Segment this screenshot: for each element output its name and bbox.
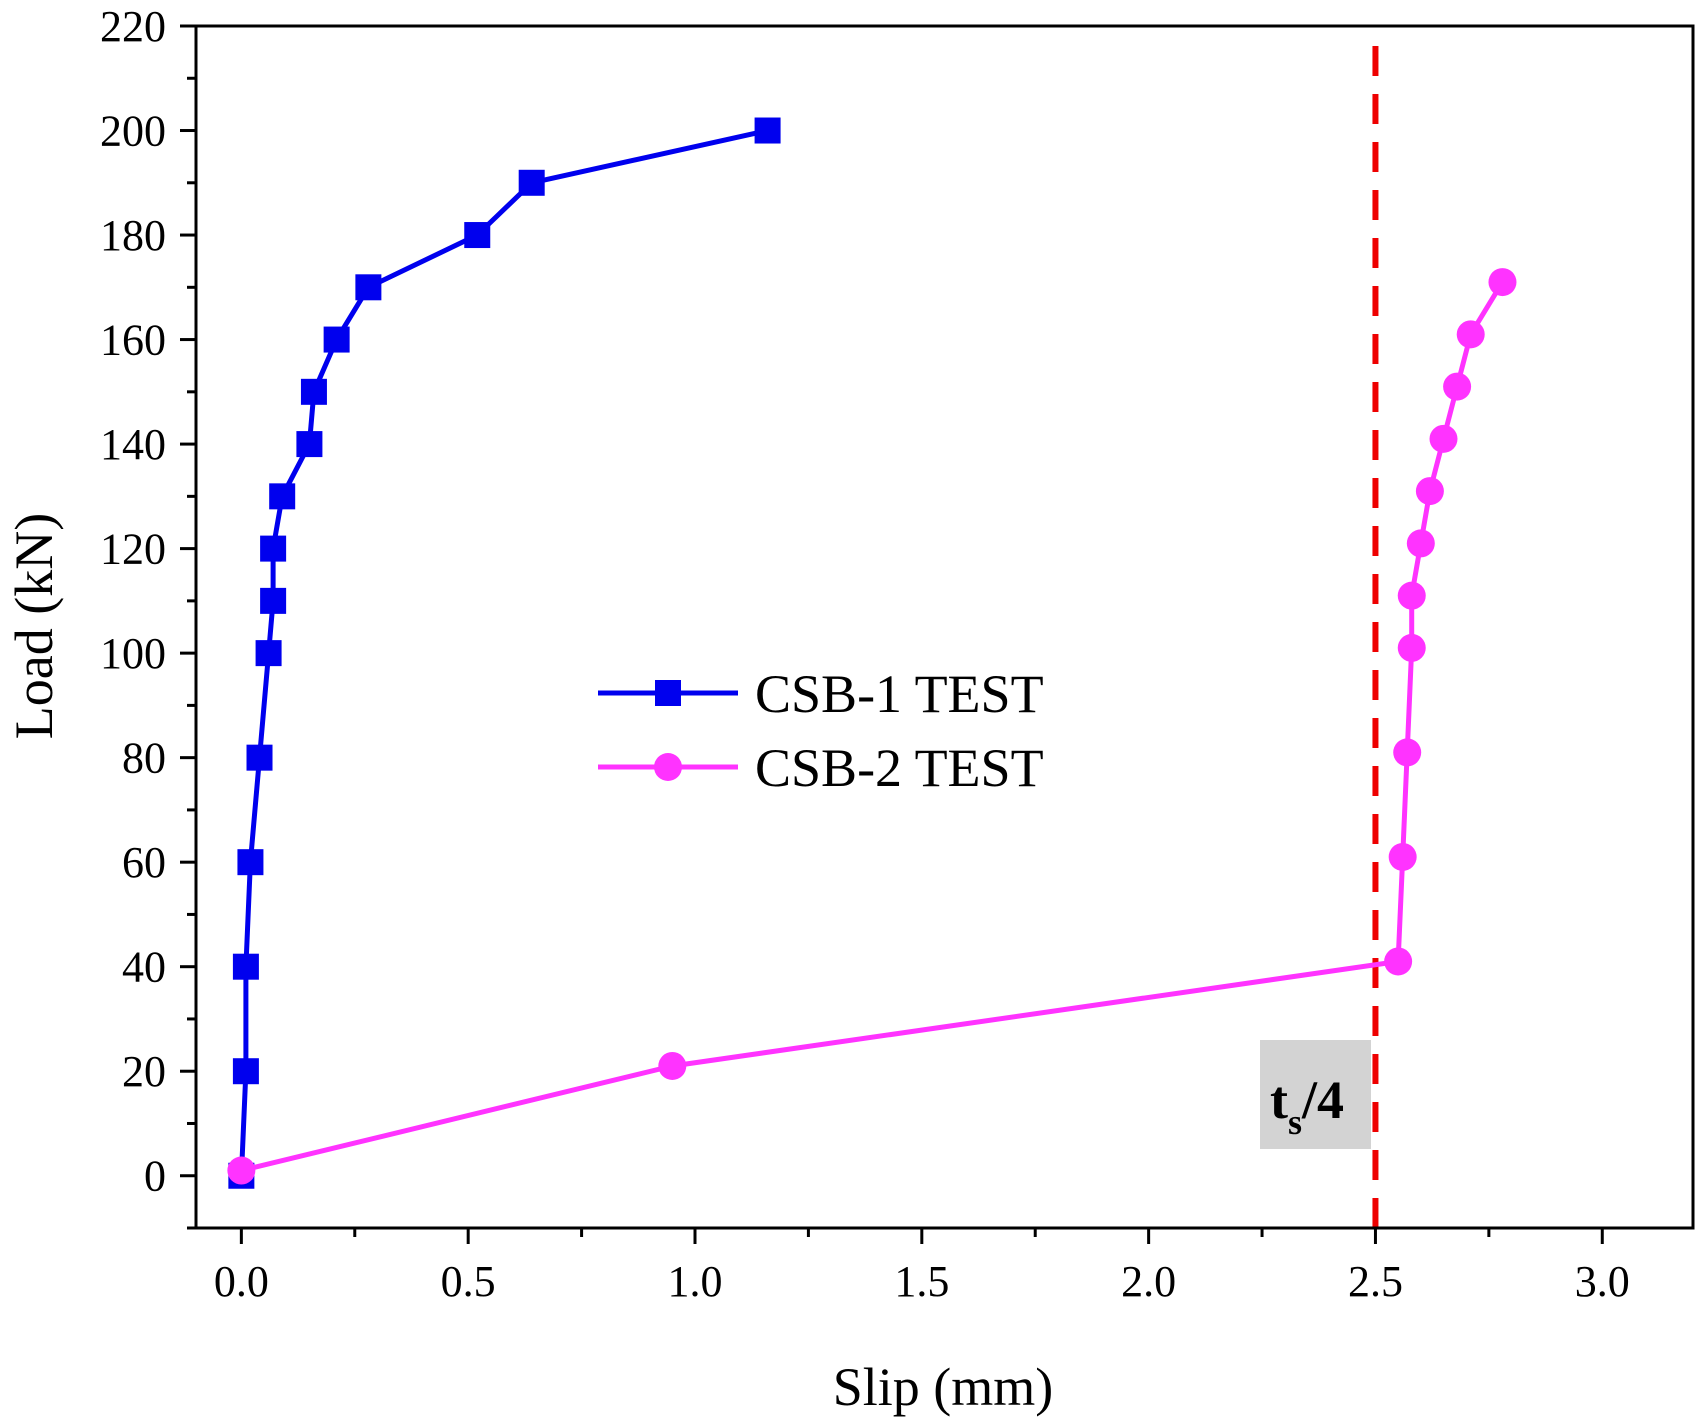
y-tick-label: 180 <box>100 211 166 260</box>
y-tick-label: 0 <box>144 1152 166 1201</box>
annotation-box <box>1260 1040 1371 1149</box>
x-tick-label: 1.5 <box>894 1257 949 1306</box>
data-point-csb-1-test <box>355 274 382 301</box>
y-tick-label: 60 <box>122 838 166 887</box>
data-point-csb-2-test <box>658 1051 687 1080</box>
data-point-csb-2-test <box>1393 738 1422 767</box>
legend-item-csb-1-test: CSB-1 TEST <box>598 664 1044 724</box>
data-point-csb-1-test <box>255 640 282 667</box>
x-tick-label: 2.5 <box>1348 1257 1403 1306</box>
y-tick-label: 80 <box>122 734 166 783</box>
annotation-text: ts/4 <box>1270 1070 1344 1142</box>
y-tick-label: 140 <box>100 420 166 469</box>
data-point-csb-1-test <box>232 953 259 980</box>
data-point-csb-2-test <box>1388 842 1417 871</box>
data-point-csb-1-test <box>518 169 545 196</box>
data-point-csb-2-test <box>1397 633 1426 662</box>
data-point-csb-1-test <box>464 222 491 249</box>
legend-marker-csb-1-test <box>655 680 681 706</box>
legend-label-csb-2-test: CSB-2 TEST <box>755 738 1044 798</box>
data-point-csb-2-test <box>227 1156 256 1185</box>
y-axis-title: Load (kN) <box>4 513 64 739</box>
legend: CSB-1 TEST CSB-2 TEST <box>598 664 1044 798</box>
y-tick-label: 200 <box>100 107 166 156</box>
x-axis-title: Slip (mm) <box>833 1357 1054 1417</box>
y-tick-label: 20 <box>122 1047 166 1096</box>
y-tick-label: 220 <box>100 2 166 51</box>
legend-item-csb-2-test: CSB-2 TEST <box>598 738 1044 798</box>
data-point-csb-2-test <box>1429 424 1458 453</box>
data-point-csb-2-test <box>1415 477 1444 506</box>
annotation-layer: ts/4 <box>1260 1040 1371 1149</box>
plot-frame <box>194 24 1695 1230</box>
data-point-csb-2-test <box>1406 529 1435 558</box>
series-line-csb-2-test <box>240 280 1505 1173</box>
data-point-csb-1-test <box>237 849 264 876</box>
y-tick-label: 100 <box>100 629 166 678</box>
data-point-csb-2-test <box>1488 268 1517 297</box>
x-tick-label: 0.5 <box>441 1257 496 1306</box>
series-csb-2-test <box>227 268 1517 1185</box>
y-tick-label: 120 <box>100 525 166 574</box>
legend-label-csb-1-test: CSB-1 TEST <box>755 664 1044 724</box>
data-point-csb-1-test <box>323 326 350 353</box>
data-point-csb-1-test <box>246 744 273 771</box>
x-tick-label: 2.0 <box>1121 1257 1176 1306</box>
x-tick-label: 1.0 <box>668 1257 723 1306</box>
data-point-csb-1-test <box>260 587 287 614</box>
data-point-csb-1-test <box>296 431 323 458</box>
data-point-csb-1-test <box>269 483 296 510</box>
data-point-csb-2-test <box>1397 581 1426 610</box>
data-point-csb-1-test <box>754 117 781 144</box>
data-point-csb-1-test <box>232 1058 259 1085</box>
series-layer <box>227 117 1517 1189</box>
axes: 0.0 0.5 1.0 1.5 2.0 2.5 3.0 0 20 40 60 80 100 120 140 1… <box>100 2 1695 1306</box>
legend-marker-csb-2-test <box>654 753 682 781</box>
series-line-csb-1-test <box>238 128 769 1176</box>
y-tick-label: 160 <box>100 316 166 365</box>
series-csb-1-test <box>228 117 781 1189</box>
data-point-csb-1-test <box>300 378 327 405</box>
data-point-csb-2-test <box>1384 947 1413 976</box>
data-point-csb-2-test <box>1443 372 1472 401</box>
x-tick-label: 3.0 <box>1575 1257 1630 1306</box>
data-point-csb-1-test <box>260 535 287 562</box>
y-tick-label: 40 <box>122 943 166 992</box>
data-point-csb-2-test <box>1456 320 1485 349</box>
x-tick-label: 0.0 <box>214 1257 269 1306</box>
